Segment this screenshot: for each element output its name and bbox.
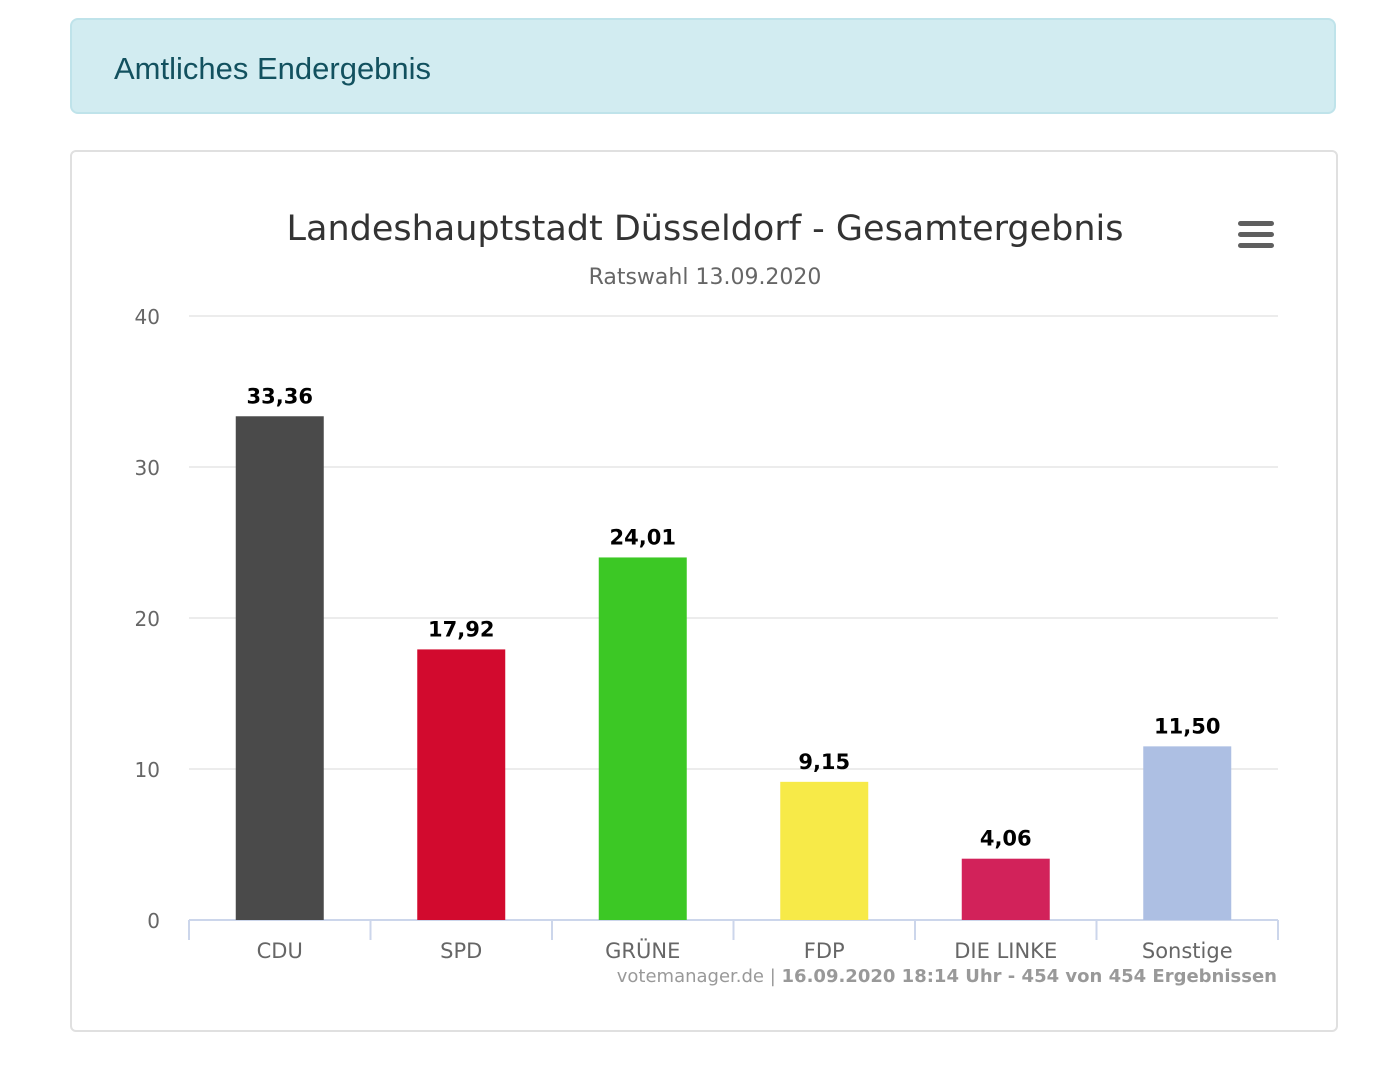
chart-title: Landeshauptstadt Düsseldorf - Gesamterge… <box>287 209 1124 249</box>
y-tick-label: 20 <box>135 607 160 631</box>
hamburger-menu-icon <box>1238 221 1274 226</box>
data-label: 9,15 <box>798 750 850 774</box>
result-status-text: Amtliches Endergebnis <box>114 51 432 86</box>
x-tick-label: SPD <box>440 939 482 963</box>
bar-grüne[interactable] <box>598 557 687 920</box>
credits-detail: 16.09.2020 18:14 Uhr - 454 von 454 Ergeb… <box>782 966 1277 987</box>
x-tick-label: Sonstige <box>1142 939 1233 963</box>
chart-credits[interactable]: votemanager.de | 16.09.2020 18:14 Uhr - … <box>617 966 1277 987</box>
data-label: 4,06 <box>980 827 1032 851</box>
x-tick-label: FDP <box>804 939 845 963</box>
y-tick-label: 10 <box>135 758 160 782</box>
data-label: 33,36 <box>247 384 313 408</box>
hamburger-menu-icon <box>1238 232 1274 237</box>
bar-die-linke[interactable] <box>961 858 1050 920</box>
credits-source[interactable]: votemanager.de <box>617 966 764 987</box>
credits-separator: | <box>764 966 782 987</box>
chart-context-menu-button[interactable] <box>1232 215 1280 255</box>
hamburger-menu-icon <box>1238 243 1274 248</box>
result-status-alert: Amtliches Endergebnis <box>70 18 1336 114</box>
x-tick-label: DIE LINKE <box>954 939 1057 963</box>
y-tick-label: 30 <box>135 456 160 480</box>
bar-spd[interactable] <box>417 649 506 920</box>
y-tick-label: 40 <box>135 305 160 329</box>
y-tick-label: 0 <box>147 909 160 933</box>
data-label: 11,50 <box>1154 714 1220 738</box>
x-tick-label: GRÜNE <box>605 938 680 963</box>
x-tick-label: CDU <box>257 939 303 963</box>
bar-fdp[interactable] <box>780 781 869 920</box>
chart-subtitle: Ratswahl 13.09.2020 <box>589 265 822 290</box>
data-label: 24,01 <box>610 525 676 549</box>
bar-sonstige[interactable] <box>1143 746 1232 920</box>
data-label: 17,92 <box>428 617 494 641</box>
bar-cdu[interactable] <box>235 416 324 920</box>
